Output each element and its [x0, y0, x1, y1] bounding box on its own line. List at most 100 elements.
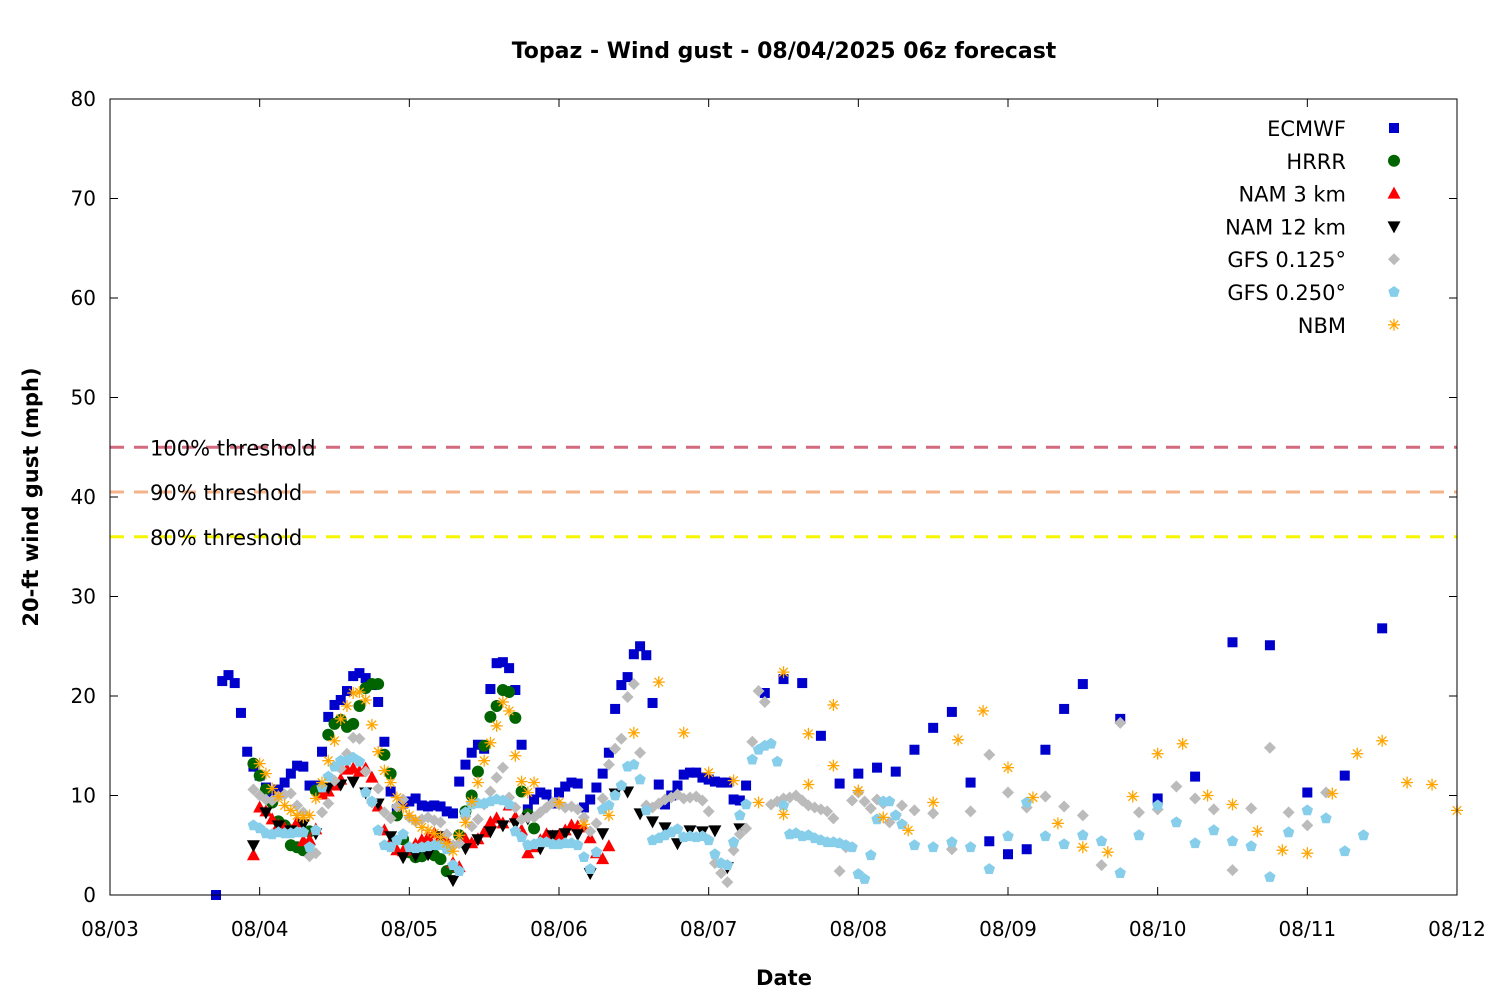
data-point	[628, 649, 639, 660]
data-point	[597, 768, 608, 779]
data-point	[446, 875, 460, 888]
data-point	[466, 747, 477, 758]
star-stroke	[379, 765, 390, 776]
data-point	[1189, 837, 1201, 849]
data-point	[703, 834, 715, 846]
data-point	[353, 732, 366, 745]
star-stroke	[1352, 749, 1362, 759]
data-point	[253, 757, 266, 770]
star-stroke	[1003, 762, 1013, 773]
x-tick-label: 08/06	[530, 917, 588, 941]
star-stroke	[853, 785, 864, 796]
star-stroke	[354, 687, 365, 697]
data-point	[316, 806, 329, 819]
data-point	[384, 812, 397, 825]
star-stroke	[473, 777, 483, 788]
star-stroke	[292, 810, 302, 821]
data-point	[765, 737, 777, 749]
data-point	[340, 699, 353, 712]
series-nbm	[253, 666, 1463, 860]
y-tick-label: 50	[71, 386, 96, 410]
data-point	[346, 776, 360, 789]
data-point	[309, 792, 322, 805]
star-stroke	[336, 714, 346, 724]
data-point	[596, 828, 610, 841]
data-point	[353, 686, 366, 699]
data-point	[259, 807, 273, 820]
data-point	[409, 850, 423, 863]
star-stroke	[1128, 791, 1138, 802]
data-point	[964, 841, 977, 853]
data-point	[334, 712, 347, 725]
data-point	[615, 732, 628, 745]
data-point	[423, 801, 434, 812]
data-point	[372, 824, 384, 836]
star-stroke	[778, 667, 789, 677]
data-point	[246, 840, 260, 853]
data-point	[459, 816, 472, 829]
data-point	[1095, 835, 1108, 847]
data-point	[927, 841, 939, 853]
data-point	[895, 799, 908, 812]
data-point	[727, 836, 740, 848]
data-point	[1301, 819, 1314, 832]
data-point	[266, 782, 279, 795]
data-point	[1264, 871, 1276, 882]
data-point	[1021, 844, 1032, 855]
data-point	[1095, 859, 1108, 872]
star-stroke	[1152, 749, 1163, 759]
data-point	[678, 769, 689, 780]
star-stroke	[629, 728, 639, 738]
data-point	[484, 736, 497, 749]
data-point	[741, 780, 752, 791]
data-point	[297, 826, 309, 838]
data-point	[746, 735, 759, 748]
data-point	[365, 718, 378, 731]
data-point	[571, 829, 585, 842]
data-point	[229, 678, 240, 689]
data-point	[503, 704, 516, 717]
data-point	[728, 794, 739, 805]
data-point	[627, 678, 640, 691]
x-tick-label: 08/03	[81, 917, 139, 941]
data-point	[440, 837, 453, 850]
data-point	[571, 803, 584, 816]
data-point	[396, 852, 410, 865]
chart-title: Topaz - Wind gust - 08/04/2025 06z forec…	[512, 39, 1057, 64]
data-point	[1170, 816, 1183, 828]
star-stroke	[703, 767, 714, 778]
data-point	[496, 695, 509, 708]
x-tick-label: 08/12	[1428, 917, 1486, 941]
x-axis-title: Date	[756, 966, 812, 990]
data-point	[447, 808, 458, 819]
data-point	[802, 778, 815, 791]
data-point	[1039, 830, 1052, 842]
data-point	[1263, 741, 1276, 754]
data-point	[1276, 844, 1289, 857]
star-stroke	[1389, 320, 1399, 330]
data-point	[584, 863, 596, 874]
data-point	[323, 711, 334, 722]
y-tick-label: 10	[71, 784, 96, 808]
data-point	[453, 837, 466, 850]
data-point	[927, 796, 940, 809]
star-stroke	[273, 791, 284, 802]
data-point	[827, 812, 840, 825]
data-point	[503, 686, 516, 699]
data-point	[610, 703, 621, 714]
data-point	[509, 749, 522, 762]
star-stroke	[803, 729, 814, 739]
star-stroke	[479, 755, 489, 766]
y-tick-label: 60	[71, 286, 96, 310]
data-point	[1114, 716, 1127, 729]
data-point	[615, 779, 628, 791]
data-point	[478, 754, 491, 767]
data-point	[671, 823, 684, 835]
data-point	[983, 863, 995, 874]
axis-ticks: 0 10 20 30 40 50 60 70 80 08/03 08/04 08/05 08/06 08/…	[71, 87, 1486, 941]
data-point	[528, 776, 541, 789]
x-tick-label: 08/05	[381, 917, 439, 941]
data-point	[827, 698, 840, 711]
x-tick-label: 08/10	[1129, 917, 1187, 941]
